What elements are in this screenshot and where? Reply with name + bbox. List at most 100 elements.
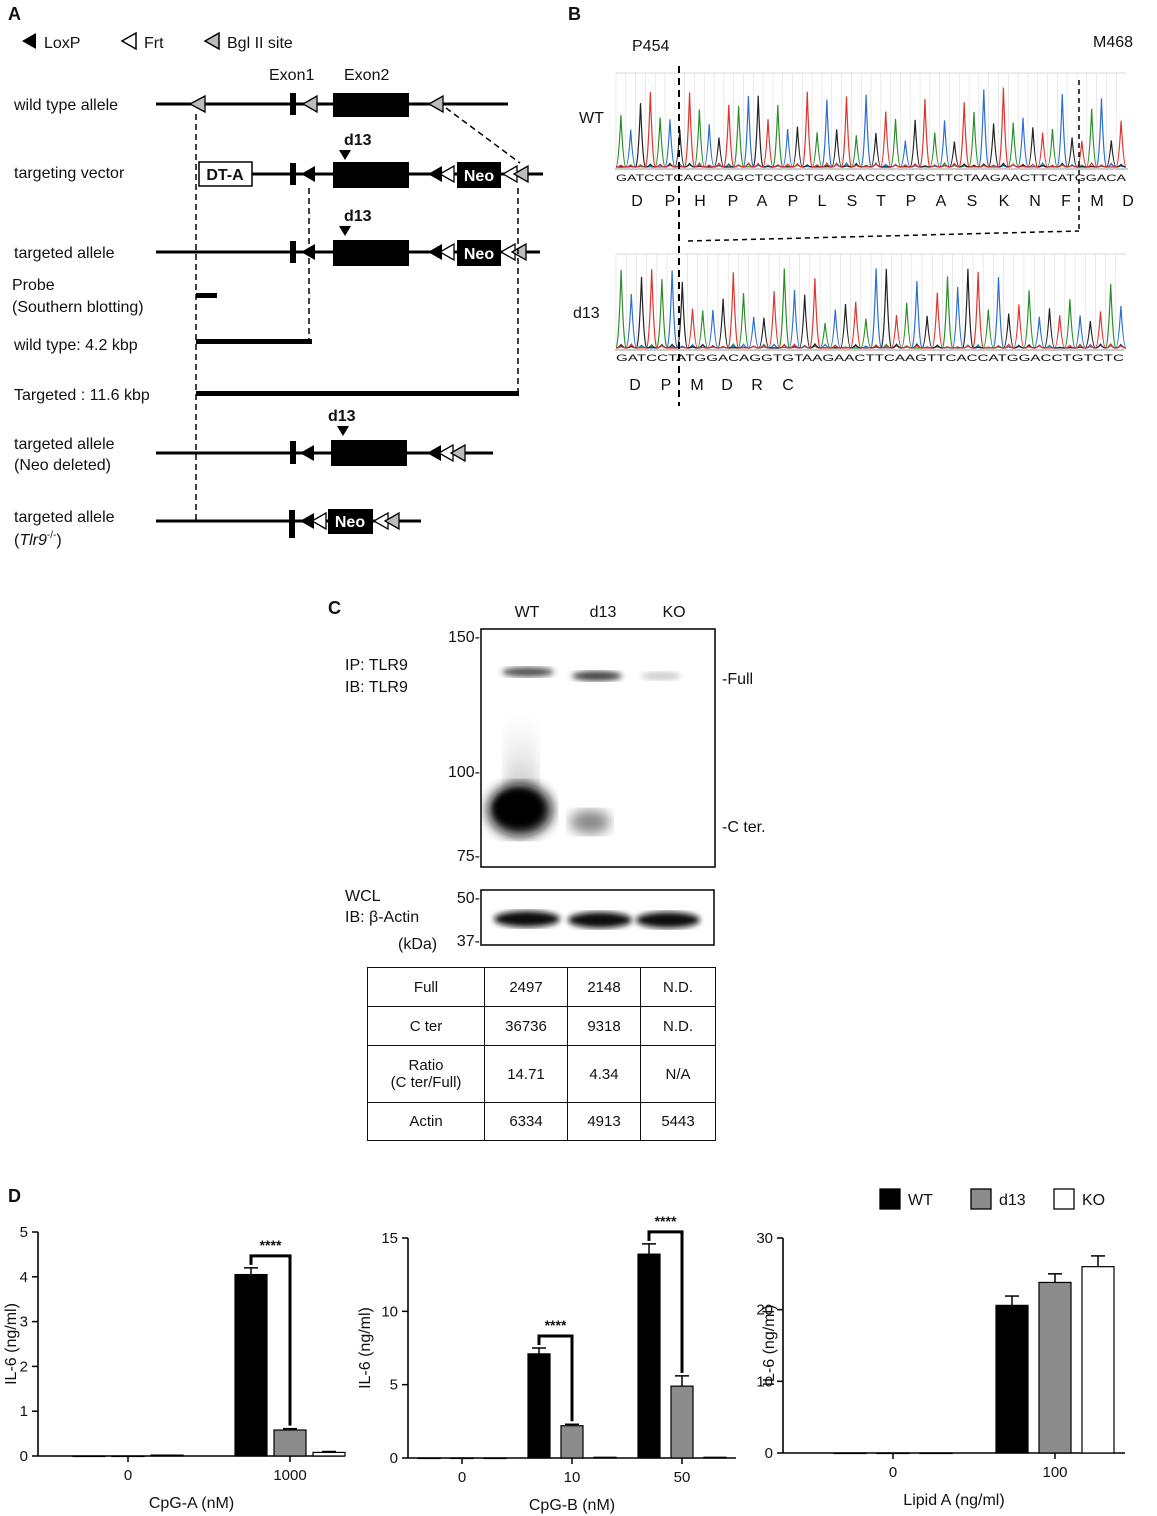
y-tick-label: 2 (20, 1358, 28, 1375)
y-tick-label: 5 (390, 1377, 398, 1394)
targeting-vector-map: DT-A d13 Neo (198, 132, 543, 188)
band-full-label: -Full (722, 671, 753, 688)
significance-label: **** (655, 1213, 677, 1229)
panel-b: B P454 M468 WT d13 GATCCTCACCCAGCTCCGCTG… (568, 4, 1134, 406)
probe-label: Probe (12, 277, 55, 294)
d13-label: d13 (344, 132, 372, 149)
legend-loxp: LoxP (44, 35, 80, 52)
band-cter-label: -C ter. (722, 819, 766, 836)
loxp-icon (301, 244, 315, 260)
chart-cpg-a: 0 1 2 3 4 5 0 1000 **** CpG-A (nM) IL-6 (ng/ml) (3, 1224, 346, 1512)
bglii-icon (510, 242, 527, 262)
bar-ko (703, 1456, 727, 1459)
wt-residue: M (1090, 193, 1103, 210)
exon1-box (290, 241, 296, 263)
bglii-site-icon (203, 31, 220, 51)
dta-label: DT-A (206, 167, 244, 184)
d13-chromatogram (615, 268, 1127, 349)
loxp-icon (300, 445, 314, 461)
x-axis-label: CpG-A (nM) (149, 1495, 234, 1512)
table-cell: N.D. (640, 1006, 716, 1046)
targeted-fragment-bar (196, 391, 519, 396)
table-cell: 2148 (567, 967, 641, 1007)
table-cell: 4913 (567, 1102, 641, 1141)
marker-m468: M468 (1093, 34, 1133, 51)
targeted-fragment-label: Targeted : 11.6 kbp (14, 387, 150, 404)
table-cell: Actin (367, 1102, 485, 1141)
row-targeting-vector: targeting vector (14, 165, 125, 182)
trace-line (615, 87, 1127, 168)
wt-residue: L (818, 193, 827, 210)
wt-residue: N (1029, 193, 1041, 210)
exon2-box (331, 440, 407, 466)
legend-label: WT (908, 1192, 933, 1209)
exon2-box (333, 240, 409, 266)
ko-map: Neo (156, 509, 421, 538)
lane-d13: d13 (590, 604, 617, 621)
band-d13-full (572, 671, 622, 681)
neo-label: Neo (464, 168, 494, 185)
table-row: Actin 6334 4913 5443 (367, 1102, 716, 1141)
band-ko-full (641, 672, 681, 680)
significance-bracket (537, 1334, 574, 1422)
neo-label: Neo (335, 514, 365, 531)
table-cell: 9318 (567, 1006, 641, 1046)
table-row: C ter 36736 9318 N.D. (367, 1006, 716, 1046)
legend-frt: Frt (144, 35, 164, 52)
significance-bracket (647, 1230, 684, 1373)
deletion-dash (687, 230, 1080, 242)
wt-residue: A (936, 193, 947, 210)
bar-d13 (670, 1385, 694, 1459)
bar-wt (234, 1273, 268, 1457)
x-tick-label: 50 (674, 1469, 691, 1486)
y-axis-label: IL-6 (ng/ml) (357, 1307, 374, 1389)
actin-band-wt (494, 911, 560, 927)
bar-wt (833, 1452, 867, 1455)
y-tick-label: 0 (20, 1448, 28, 1465)
wt-chromatogram (615, 87, 1127, 168)
probe-sublabel: (Southern blotting) (12, 299, 144, 316)
table-cell: 6334 (484, 1102, 568, 1141)
frt-icon (120, 31, 137, 51)
wt-residue: A (757, 193, 768, 210)
actin-band-ko (636, 912, 700, 928)
wt-residue: P (728, 193, 739, 210)
d13-residue: D (629, 377, 641, 394)
legend-swatch (879, 1188, 901, 1210)
deletion-arrow-icon (337, 426, 349, 436)
legend-label: d13 (999, 1192, 1026, 1209)
neo-box (457, 162, 501, 188)
marker-p454: P454 (632, 38, 669, 55)
bar-d13 (111, 1455, 145, 1458)
x-tick-label: 0 (458, 1469, 466, 1486)
bglii-icon (301, 94, 318, 114)
y-axis-label: IL-6 (ng/ml) (761, 1305, 778, 1387)
d13-trace-label: d13 (573, 305, 600, 322)
bar-ko (312, 1451, 346, 1457)
ko-label: targeted allele (14, 509, 115, 526)
y-tick-label: 1 (20, 1403, 28, 1420)
band-d13-cter (570, 810, 610, 834)
d13-residue: D (721, 377, 733, 394)
panel-d-letter: D (8, 1186, 21, 1206)
d13-sequence: GATCCTATGGACAGGTGTAAGAACTTCAAGTTCACCATGG… (616, 353, 1125, 363)
band-wt-cter-core (494, 790, 542, 826)
d13-residue: P (661, 377, 672, 394)
y-tick-label: 30 (756, 1230, 773, 1247)
d13-chromatogram-grid (615, 253, 1126, 348)
panel-c: C WT d13 KO IP: TLR9 IB: TLR9 150- 100- … (328, 598, 766, 953)
trace-line (615, 269, 1127, 349)
significance-label: **** (545, 1317, 567, 1333)
exon1-label: Exon1 (269, 67, 314, 84)
d13-residue: M (690, 377, 703, 394)
y-tick-label: 0 (765, 1445, 773, 1462)
loxp-icon (22, 33, 36, 49)
wt-residue: K (999, 193, 1010, 210)
significance-bracket (249, 1254, 292, 1426)
legend-swatch (970, 1188, 992, 1210)
wt-residue: F (1061, 193, 1071, 210)
panel-c-letter: C (328, 598, 341, 618)
